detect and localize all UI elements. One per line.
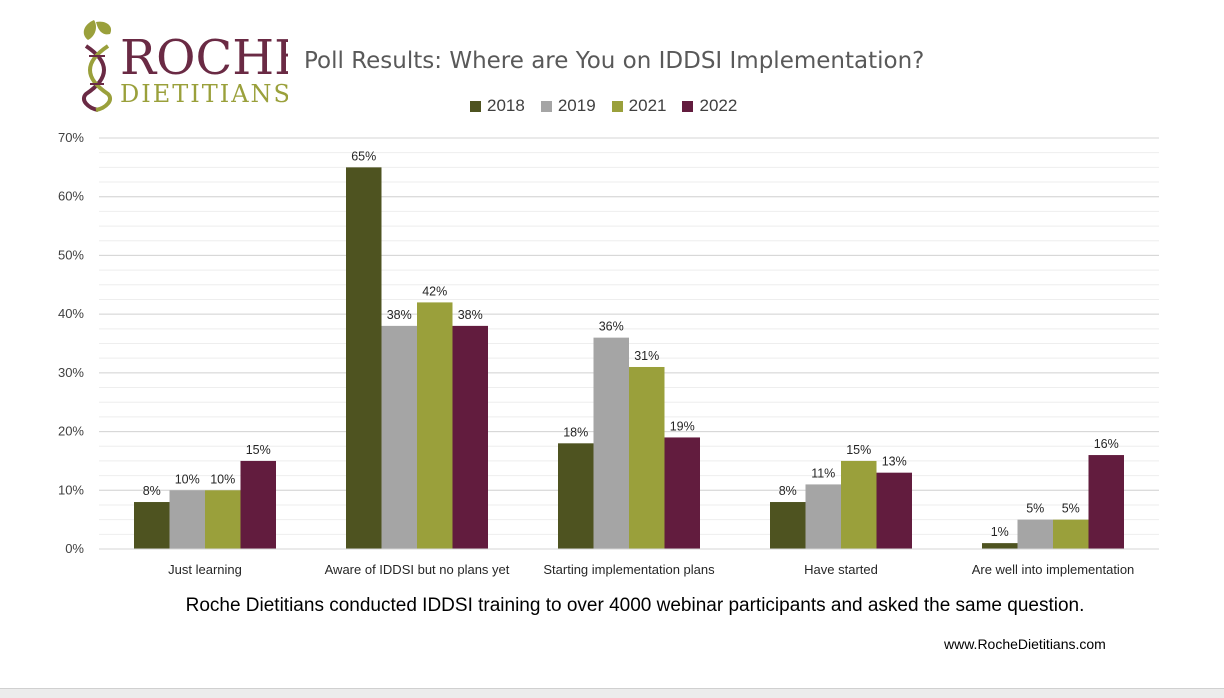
legend-label: 2019 <box>557 96 596 115</box>
bar-2021 <box>417 302 453 549</box>
data-label: 8% <box>143 484 161 498</box>
data-label: 31% <box>634 349 659 363</box>
bar-2021 <box>205 490 241 549</box>
y-tick-label: 20% <box>58 424 84 439</box>
roche-dietitians-logo: ROCHE DIETITIANS <box>81 20 288 112</box>
y-tick-label: 30% <box>58 365 84 380</box>
brand-name-line1: ROCHE <box>120 30 288 86</box>
data-label: 42% <box>422 284 447 298</box>
x-category-label: Just learning <box>168 562 242 577</box>
legend-item-2021: 2021 <box>611 96 667 116</box>
x-category-label: Are well into implementation <box>972 562 1135 577</box>
y-tick-label: 60% <box>58 189 84 204</box>
bar-2019 <box>381 325 417 549</box>
legend-label: 2022 <box>699 96 738 115</box>
legend-item-2019: 2019 <box>540 96 596 116</box>
x-category-label: Starting implementation plans <box>543 562 715 577</box>
bar-2019 <box>169 490 205 549</box>
bar-2022 <box>1088 455 1124 549</box>
legend-item-2018: 2018 <box>470 96 525 116</box>
data-label: 11% <box>811 466 835 480</box>
legend-label: 2018 <box>487 96 525 115</box>
bar-2022 <box>876 472 912 549</box>
data-label: 8% <box>779 484 797 498</box>
bar-2018 <box>346 167 382 549</box>
legend-swatch <box>682 100 694 112</box>
y-tick-label: 40% <box>58 306 84 321</box>
y-tick-label: 0% <box>65 541 84 556</box>
legend-swatch <box>540 100 552 112</box>
data-label: 18% <box>563 425 588 439</box>
data-label: 15% <box>246 443 271 457</box>
bar-2018 <box>558 443 594 549</box>
bar-chart: 0% 10% 20% 30% 40% 50% 60% 70% 8% 10% 10% 15% Just l… <box>58 130 1159 577</box>
y-tick-label: 50% <box>58 247 84 262</box>
data-label: 10% <box>210 472 235 486</box>
dna-leaf-icon <box>81 20 113 112</box>
bar-2021 <box>629 366 665 549</box>
legend-swatch <box>470 100 481 112</box>
y-tick-label: 70% <box>58 130 84 145</box>
bar-2022 <box>452 325 488 549</box>
data-label: 10% <box>175 472 200 486</box>
bar-2022 <box>664 437 700 549</box>
bar-2019 <box>1017 519 1053 549</box>
brand-name-line2: DIETITIANS <box>120 80 288 108</box>
x-category-label: Aware of IDDSI but no plans yet <box>325 562 510 577</box>
data-label: 65% <box>351 149 376 163</box>
bar-2018 <box>134 502 170 549</box>
data-label: 13% <box>882 455 907 469</box>
bar-2018 <box>770 502 806 549</box>
bar-2019 <box>593 337 629 549</box>
x-category-label: Have started <box>804 562 878 577</box>
data-label: 38% <box>387 308 412 322</box>
data-label: 1% <box>991 525 1009 539</box>
legend-item-2022: 2022 <box>682 96 737 116</box>
bar-2018 <box>982 543 1018 549</box>
data-label: 36% <box>599 320 624 334</box>
bar-2021 <box>1053 519 1089 549</box>
legend-label: 2021 <box>628 96 667 115</box>
bottom-scrollbar <box>0 688 1224 698</box>
legend-swatch <box>611 100 623 112</box>
data-label: 38% <box>458 308 483 322</box>
bar-2021 <box>841 460 877 549</box>
data-label: 5% <box>1026 502 1044 516</box>
website-link[interactable]: www.RocheDietitians.com <box>944 636 1106 652</box>
data-label: 19% <box>670 419 695 433</box>
y-tick-label: 10% <box>58 482 84 497</box>
chart-caption: Roche Dietitians conducted IDDSI trainin… <box>185 595 1085 616</box>
data-label: 16% <box>1094 437 1119 451</box>
bar-2019 <box>805 484 841 549</box>
chart-legend: 2018 2019 2021 2022 <box>470 94 737 118</box>
data-label: 5% <box>1062 502 1080 516</box>
data-label: 15% <box>846 443 871 457</box>
bar-2022 <box>240 460 276 549</box>
chart-title: Poll Results: Where are You on IDDSI Imp… <box>304 48 925 74</box>
